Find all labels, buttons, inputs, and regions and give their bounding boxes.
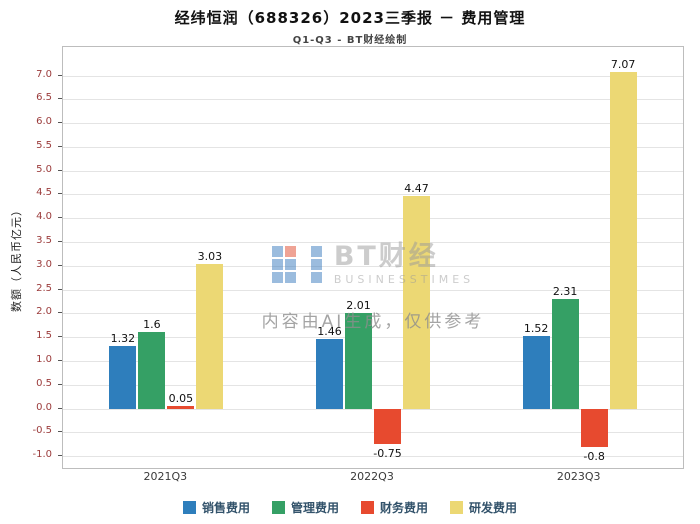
bar-value-label: 1.52 <box>523 322 549 336</box>
gridline <box>63 265 683 267</box>
bar-series2-2023Q3 <box>551 298 579 409</box>
bar-value-label: 7.07 <box>610 58 636 72</box>
gridline <box>63 337 683 339</box>
legend-swatch <box>271 501 285 514</box>
gridline <box>63 218 683 220</box>
y-tick-label: 1.5 <box>36 330 52 342</box>
bar-series3-2021Q3 <box>167 406 195 409</box>
chart-subtitle: Q1-Q3 - BT财经绘制 <box>292 35 408 46</box>
plot-area: 1.32 1.6 0.05 3.03 1.46 2.01 -0.75 4.47 1.52 2.31… <box>62 46 684 469</box>
bar-series1-2022Q3 <box>316 339 343 409</box>
bar-value-label: 3.03 <box>197 250 223 264</box>
gridline <box>63 456 683 458</box>
legend-item-series3: 财务费用 <box>361 499 428 516</box>
y-tick-label: 6.5 <box>36 92 52 104</box>
legend-swatch <box>182 501 196 514</box>
y-tick-mark <box>58 264 62 266</box>
bar-value-label: 1.46 <box>317 325 342 339</box>
y-tick-mark <box>58 241 62 243</box>
legend: 销售费用 管理费用 财务费用 研发费用 <box>0 499 700 516</box>
gridline <box>63 146 683 148</box>
legend-label: 财务费用 <box>380 501 429 515</box>
gridline <box>63 75 683 77</box>
gridline <box>63 194 683 196</box>
gridline <box>63 242 683 244</box>
legend-label: 管理费用 <box>290 501 339 515</box>
gridline <box>63 384 683 386</box>
y-tick-label: 0.5 <box>36 377 52 389</box>
bar-value-label: 0.05 <box>168 392 194 406</box>
y-tick-label: 2.5 <box>36 282 52 294</box>
y-tick-mark <box>58 336 62 338</box>
x-tick-label: 2022Q3 <box>350 470 394 483</box>
gridline <box>63 99 683 101</box>
bar-series4-2021Q3 <box>196 264 224 409</box>
y-tick-mark <box>58 145 62 147</box>
y-tick-label: 6.0 <box>36 116 52 128</box>
bar-series2-2022Q3 <box>345 312 372 409</box>
y-tick-label: 4.5 <box>36 187 52 199</box>
legend-item-series2: 管理费用 <box>271 499 339 516</box>
y-tick-label: 3.0 <box>36 258 52 270</box>
bar-series4-2023Q3 <box>609 72 637 409</box>
legend-label: 销售费用 <box>201 501 250 515</box>
x-tick-label: 2021Q3 <box>143 470 188 483</box>
y-tick-mark <box>58 122 62 124</box>
bar-value-label: -0.75 <box>373 447 402 461</box>
legend-label: 研发费用 <box>469 501 518 515</box>
y-tick-label: 3.5 <box>36 235 52 247</box>
y-tick-mark <box>58 288 62 290</box>
legend-swatch <box>361 501 374 514</box>
y-tick-label: 1.0 <box>36 353 52 365</box>
bars-layer: 1.32 1.6 0.05 3.03 1.46 2.01 -0.75 4.47 1.52 2.31… <box>63 47 683 468</box>
bar-value-label: 1.6 <box>143 318 161 332</box>
y-tick-label: 0.0 <box>36 401 52 413</box>
y-tick-mark <box>58 359 62 361</box>
bar-value-label: -0.8 <box>583 449 605 463</box>
gridline <box>63 408 683 410</box>
bar-series2-2021Q3 <box>138 332 166 409</box>
y-tick-mark <box>58 383 62 385</box>
bar-value-label: 4.47 <box>404 181 429 195</box>
y-tick-mark <box>58 312 62 314</box>
y-tick-mark <box>58 407 62 409</box>
gridline <box>63 170 683 172</box>
y-tick-mark <box>58 98 62 100</box>
y-tick-mark <box>58 217 62 219</box>
gridline <box>63 432 683 434</box>
y-tick-label: -1.0 <box>32 449 52 461</box>
bar-series3-2022Q3 <box>374 408 401 445</box>
y-tick-mark <box>58 193 62 195</box>
bar-series4-2022Q3 <box>403 195 430 409</box>
y-tick-mark <box>58 455 62 457</box>
y-tick-label: 5.0 <box>36 163 52 175</box>
legend-item-series1: 销售费用 <box>182 499 250 516</box>
legend-swatch <box>450 501 464 514</box>
y-tick-label: 4.0 <box>36 211 52 223</box>
gridline <box>63 123 683 125</box>
y-axis-ticks: -1.0 -0.5 0.0 0.5 1.0 1.5 2.0 2.5 3.0 3.5 4.0 4.5 5.… <box>0 0 62 524</box>
y-tick-label: 7.0 <box>36 68 52 80</box>
bar-value-label: 2.01 <box>346 298 371 312</box>
y-tick-label: 2.0 <box>36 306 52 318</box>
bar-series1-2023Q3 <box>522 336 550 409</box>
gridline <box>63 360 683 362</box>
y-tick-mark <box>58 74 62 76</box>
y-tick-label: 5.5 <box>36 139 52 151</box>
bar-value-label: 2.31 <box>552 284 578 298</box>
bar-series1-2021Q3 <box>109 345 137 409</box>
y-tick-mark <box>58 431 62 433</box>
gridline <box>63 313 683 315</box>
y-tick-label: -0.5 <box>32 425 52 437</box>
bar-series3-2023Q3 <box>580 408 608 447</box>
x-tick-label: 2023Q3 <box>556 470 601 483</box>
bar-value-label: 1.32 <box>110 331 136 345</box>
chart-title: 经纬恒润（688326）2023三季报 － 费用管理 <box>174 9 526 27</box>
x-axis-ticks: 2021Q3 2022Q3 2023Q3 <box>62 470 682 488</box>
gridline <box>63 289 683 291</box>
y-tick-mark <box>58 169 62 171</box>
legend-item-series4: 研发费用 <box>450 499 517 516</box>
